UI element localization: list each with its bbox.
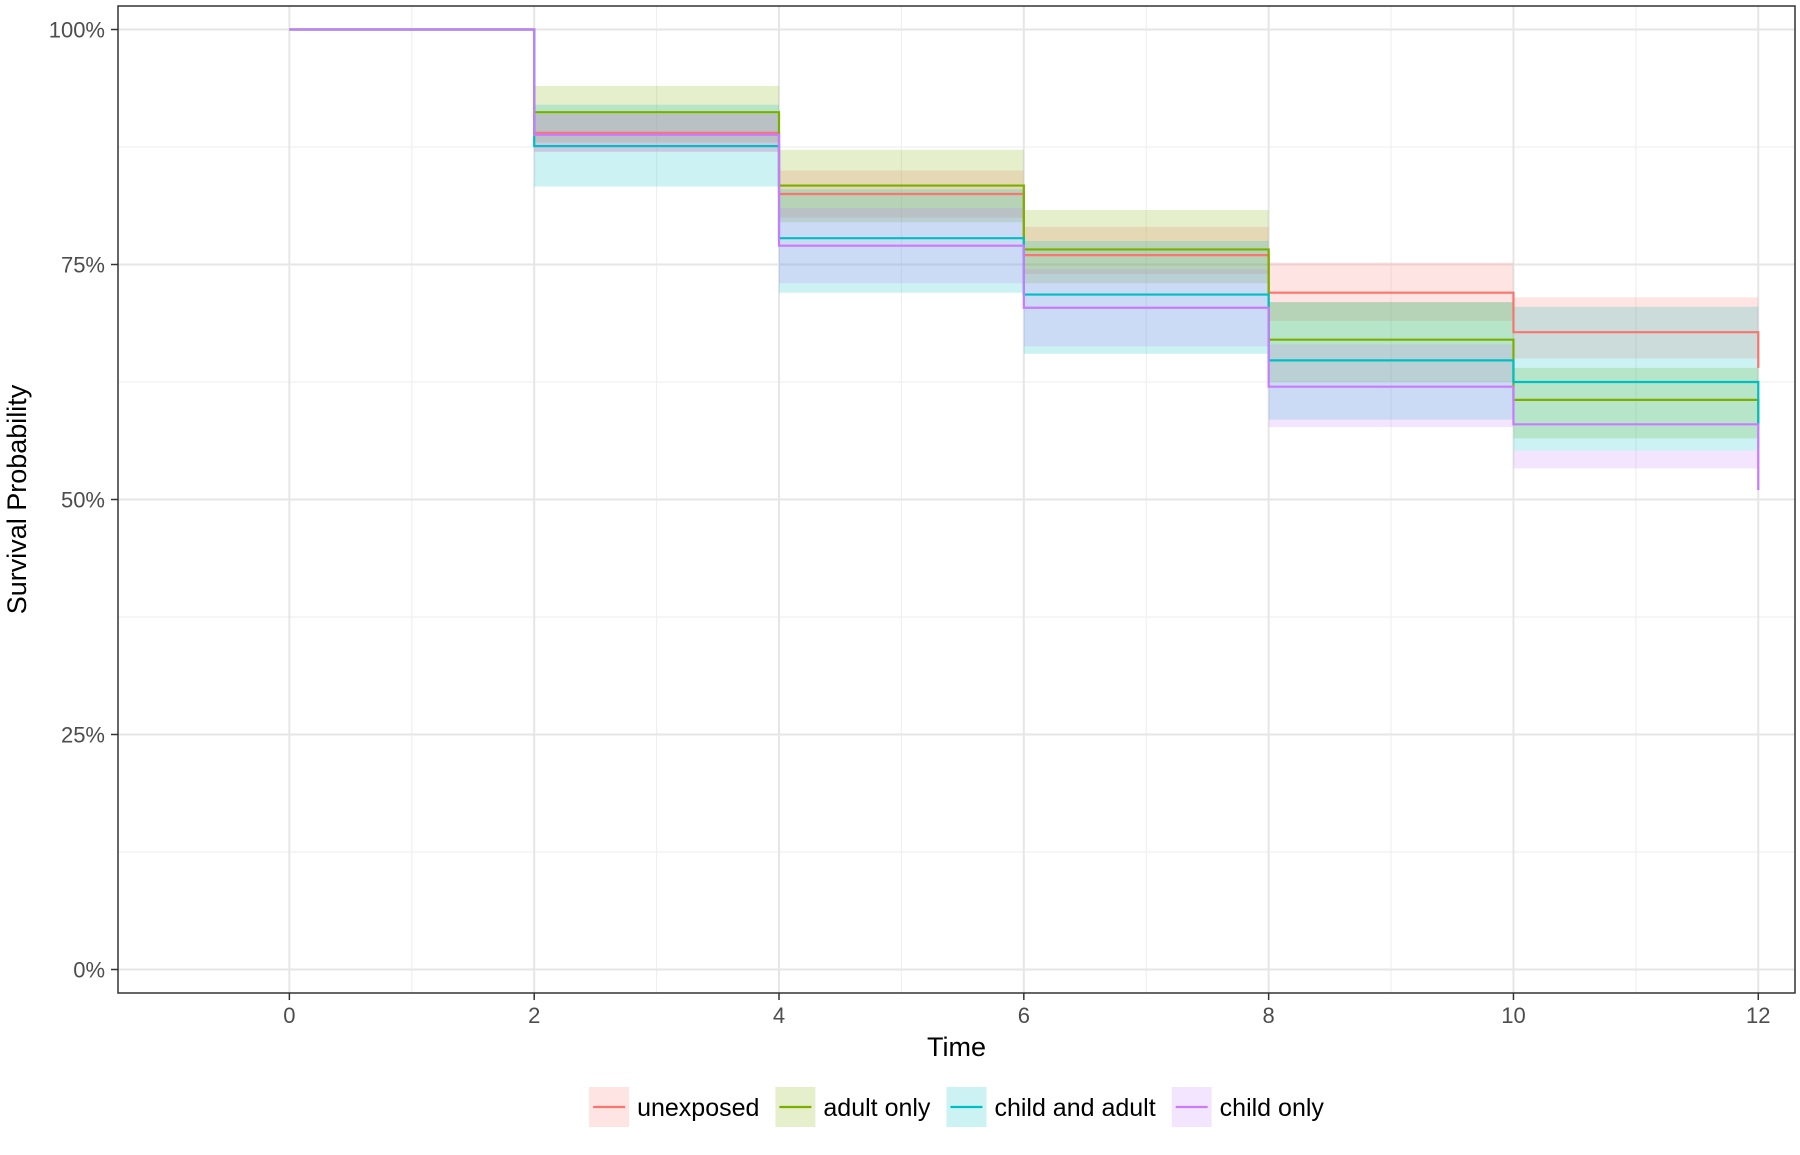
y-tick-label: 50% bbox=[61, 488, 105, 513]
confidence-band-child-and-adult bbox=[1513, 306, 1759, 451]
confidence-band-adult-only bbox=[1513, 367, 1759, 439]
y-tick-label: 100% bbox=[49, 18, 105, 43]
y-axis: 0% 25% 50% 75% 100% bbox=[49, 18, 118, 983]
survival-curves bbox=[289, 28, 1760, 491]
x-tick-label: 6 bbox=[1018, 1003, 1030, 1028]
x-tick-label: 8 bbox=[1263, 1003, 1275, 1028]
y-tick-label: 0% bbox=[73, 958, 105, 983]
legend-label-unexposed: unexposed bbox=[637, 1094, 759, 1122]
y-axis-title: Survival Probability bbox=[2, 384, 32, 614]
legend: unexposed adult only child and adult child … bbox=[589, 1087, 1324, 1127]
x-tick-label: 10 bbox=[1501, 1003, 1525, 1028]
grid-major bbox=[118, 6, 1795, 993]
legend-label-adult-only: adult only bbox=[823, 1094, 931, 1122]
legend-label-child-only: child only bbox=[1220, 1094, 1325, 1122]
x-tick-label: 0 bbox=[283, 1003, 295, 1028]
confidence-band-child-and-adult bbox=[779, 189, 1024, 293]
x-tick-label: 2 bbox=[528, 1003, 540, 1028]
confidence-band-child-and-adult bbox=[1023, 241, 1269, 354]
x-axis-title: Time bbox=[927, 1032, 986, 1062]
x-tick-label: 4 bbox=[773, 1003, 785, 1028]
y-tick-label: 75% bbox=[61, 253, 105, 278]
confidence-band-unexposed bbox=[1513, 297, 1759, 359]
legend-label-child-and-adult: child and adult bbox=[994, 1094, 1155, 1122]
survival-line-child-only bbox=[289, 28, 1760, 491]
x-tick-label: 12 bbox=[1746, 1003, 1770, 1028]
y-tick-label: 25% bbox=[61, 723, 105, 748]
confidence-band-adult-only bbox=[1023, 209, 1269, 284]
x-axis: 0 2 4 6 8 10 12 bbox=[283, 993, 1771, 1028]
confidence-band-adult-only bbox=[1268, 302, 1514, 382]
confidence-band-child-only bbox=[1513, 450, 1759, 469]
